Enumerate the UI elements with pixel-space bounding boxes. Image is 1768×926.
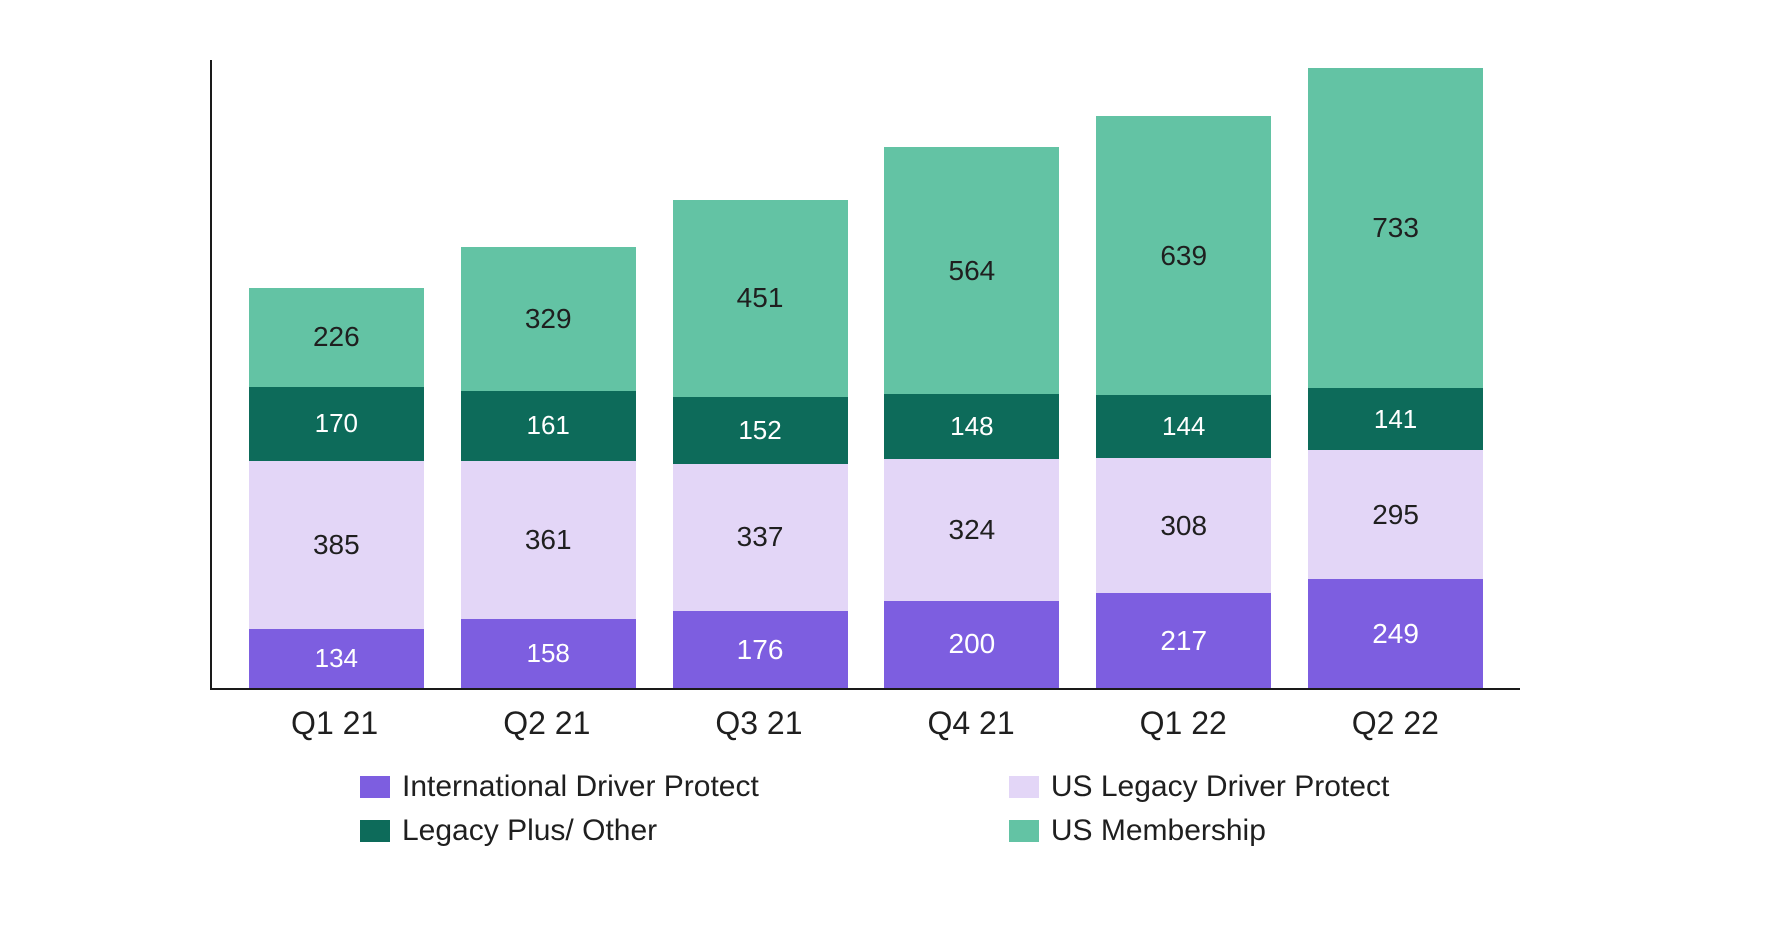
segment-value-label: 141	[1374, 404, 1417, 435]
segment-us_legacy_driver_protect: 295	[1308, 450, 1483, 579]
segment-us_membership: 733	[1308, 68, 1483, 389]
segment-us_membership: 226	[249, 288, 424, 387]
segment-us_membership: 451	[673, 200, 848, 397]
segment-value-label: 217	[1160, 625, 1207, 657]
legend-item-us_membership: US Membership	[1009, 814, 1389, 848]
legend-label: Legacy Plus/ Other	[402, 814, 657, 848]
segment-value-label: 385	[313, 529, 360, 561]
bar-q321: 451 152 337 176	[673, 200, 848, 688]
x-axis-label: Q2 21	[459, 705, 634, 742]
x-axis-label: Q4 21	[884, 705, 1059, 742]
segment-intl_driver_protect: 200	[884, 601, 1059, 689]
segment-value-label: 144	[1162, 411, 1205, 442]
segment-us_membership: 564	[884, 147, 1059, 394]
segment-us_membership: 329	[461, 247, 636, 391]
segment-value-label: 451	[737, 282, 784, 314]
legend: International Driver Protect US Legacy Dr…	[360, 770, 1389, 848]
bar-q221: 329 161 361 158	[461, 247, 636, 688]
segment-value-label: 176	[737, 634, 784, 666]
bar-q121: 226 170 385 134	[249, 288, 424, 688]
legend-item-us_legacy_driver_protect: US Legacy Driver Protect	[1009, 770, 1389, 804]
legend-swatch	[360, 776, 390, 798]
bar-q222: 733 141 295 249	[1308, 68, 1483, 688]
segment-value-label: 161	[526, 410, 569, 441]
stacked-bar-chart: 226 170 385 134 329 161 361 158 451 152 337 176 564 1…	[0, 0, 1768, 926]
legend-label: US Membership	[1051, 814, 1266, 848]
segment-value-label: 152	[738, 415, 781, 446]
legend-swatch	[1009, 776, 1039, 798]
plot-area: 226 170 385 134 329 161 361 158 451 152 337 176 564 1…	[210, 60, 1520, 690]
segment-legacy_plus_other: 144	[1096, 395, 1271, 458]
segment-value-label: 295	[1372, 499, 1419, 531]
segment-value-label: 329	[525, 303, 572, 335]
segment-us_legacy_driver_protect: 308	[1096, 458, 1271, 593]
legend-swatch	[1009, 820, 1039, 842]
segment-intl_driver_protect: 176	[673, 611, 848, 688]
segment-us_membership: 639	[1096, 116, 1271, 396]
legend-label: International Driver Protect	[402, 770, 759, 804]
x-axis-label: Q2 22	[1308, 705, 1483, 742]
segment-value-label: 249	[1372, 618, 1419, 650]
bars-container: 226 170 385 134 329 161 361 158 451 152 337 176 564 1…	[212, 60, 1520, 688]
segment-value-label: 324	[949, 514, 996, 546]
segment-intl_driver_protect: 217	[1096, 593, 1271, 688]
segment-value-label: 170	[315, 408, 358, 439]
x-axis-label: Q1 21	[247, 705, 422, 742]
segment-legacy_plus_other: 148	[884, 394, 1059, 459]
segment-value-label: 308	[1160, 510, 1207, 542]
segment-value-label: 148	[950, 411, 993, 442]
segment-intl_driver_protect: 249	[1308, 579, 1483, 688]
legend-swatch	[360, 820, 390, 842]
segment-legacy_plus_other: 161	[461, 391, 636, 461]
bar-q122: 639 144 308 217	[1096, 116, 1271, 688]
segment-value-label: 158	[526, 638, 569, 669]
segment-intl_driver_protect: 158	[461, 619, 636, 688]
legend-item-legacy_plus_other: Legacy Plus/ Other	[360, 814, 759, 848]
x-axis-label: Q3 21	[671, 705, 846, 742]
x-axis-label: Q1 22	[1096, 705, 1271, 742]
segment-us_legacy_driver_protect: 337	[673, 464, 848, 611]
legend-item-intl_driver_protect: International Driver Protect	[360, 770, 759, 804]
segment-value-label: 200	[949, 628, 996, 660]
segment-value-label: 733	[1372, 212, 1419, 244]
segment-value-label: 134	[315, 643, 358, 674]
segment-value-label: 361	[525, 524, 572, 556]
x-axis-labels: Q1 21 Q2 21 Q3 21 Q4 21 Q1 22 Q2 22	[210, 705, 1520, 742]
segment-legacy_plus_other: 152	[673, 397, 848, 464]
segment-us_legacy_driver_protect: 385	[249, 461, 424, 629]
segment-legacy_plus_other: 141	[1308, 388, 1483, 450]
segment-value-label: 639	[1160, 240, 1207, 272]
segment-value-label: 564	[949, 255, 996, 287]
segment-us_legacy_driver_protect: 324	[884, 459, 1059, 601]
segment-us_legacy_driver_protect: 361	[461, 461, 636, 619]
segment-value-label: 226	[313, 321, 360, 353]
bar-q421: 564 148 324 200	[884, 147, 1059, 688]
segment-legacy_plus_other: 170	[249, 387, 424, 461]
segment-intl_driver_protect: 134	[249, 629, 424, 688]
legend-label: US Legacy Driver Protect	[1051, 770, 1389, 804]
segment-value-label: 337	[737, 521, 784, 553]
